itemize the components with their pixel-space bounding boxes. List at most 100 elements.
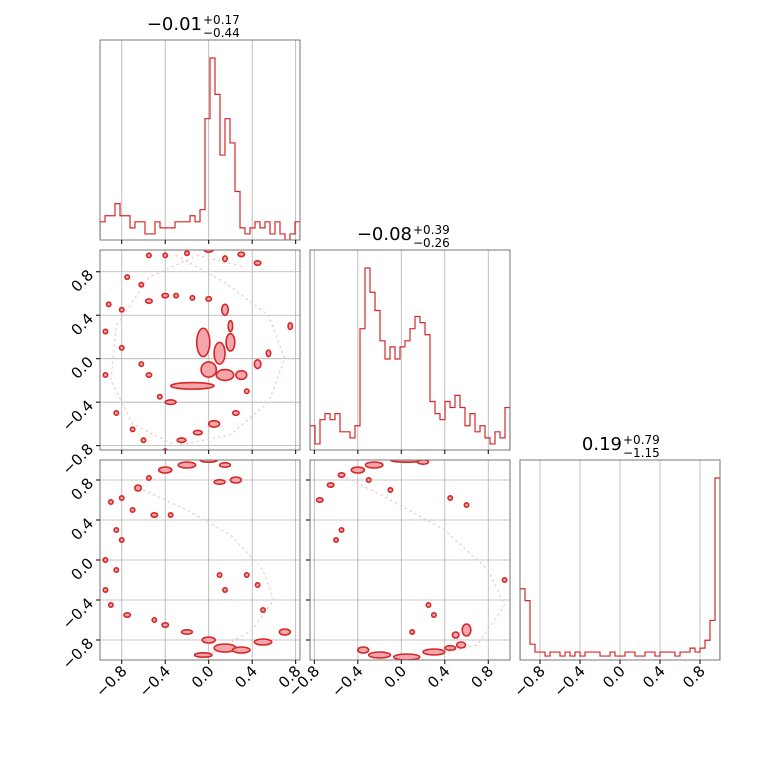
contour-blob [222,586,229,593]
contour-blob [254,581,261,588]
contour-blob [138,281,145,288]
col1-xtick-label: 0.4 [424,662,454,692]
panel-row2_col1-marks [315,460,508,660]
contour-blob [164,399,177,406]
contour-blob [364,461,384,469]
contour-blob [422,648,446,656]
contour-blob [157,466,173,474]
contour-blob [229,476,243,484]
contour-blob [227,319,234,333]
hist-1-step-line [310,267,510,450]
contour-blob [102,371,109,378]
contour-blob [193,651,213,658]
contour-blob [113,566,120,573]
contour-blob [118,344,125,351]
contour-blob [243,388,250,395]
contour-blob [243,571,250,578]
contour-blob [501,576,508,583]
hist-2-title: 0.19 +0.79−1.15 [582,433,660,460]
scatter-trail [142,489,275,656]
col2-xtick-label: −0.8 [510,662,548,700]
contour-blob [430,611,437,618]
contour-blob [144,298,153,305]
contour-blob [123,611,132,618]
title-plus-err: +0.79 [623,433,660,447]
contour-blob [107,498,114,505]
contour-blob [151,616,158,623]
contour-blob [169,381,215,390]
contour-blob [365,476,372,483]
contour-blob [133,484,143,492]
panel-row2_col0-marks [102,460,292,658]
title-minus-err: −1.15 [623,446,660,460]
col1-xtick-label: 0.0 [381,662,411,692]
contour-blob [389,460,424,463]
contour-blob [107,601,114,608]
contour-blob [222,255,229,263]
contour-blob [129,506,136,513]
row2-ytick-label: 0.8 [67,474,97,504]
col0-xtick-label: −0.8 [92,662,130,700]
row2-ytick-label: 0.0 [67,554,97,584]
hist-2-axes [539,460,701,660]
contour-blob [451,631,460,639]
contour-blob [216,571,223,578]
contour-blob [176,437,187,444]
contour-blob [118,536,125,543]
contour-blob [102,586,109,593]
row1-ytick-label: 0.4 [67,310,97,340]
contour-blob [156,393,163,400]
col2-xtick-label: −0.4 [550,662,588,700]
contour-blob [102,556,109,563]
contour-blob [113,410,120,417]
contour-blob [253,358,262,370]
contour-blob [129,426,136,433]
contour-blob [205,295,213,302]
contour-blob [392,653,421,660]
contour-blob [161,292,170,299]
contour-blob [455,641,467,649]
contour-blob [367,651,392,659]
contour-blob [113,526,120,533]
contour-blob [287,322,294,331]
hist-2-step-line [520,477,720,660]
contour-blob [199,460,219,463]
contour-blob [150,511,159,518]
contour-blob [315,496,324,503]
scatter-trail [340,474,506,656]
row1-ytick-label: 0.0 [67,353,97,383]
contour-blob [337,471,346,478]
hist-0-step-line [100,57,300,240]
contour-blob [220,303,230,317]
col0-xtick-label: −0.4 [136,662,174,700]
contour-blob [253,638,273,646]
contour-blob [118,306,125,313]
contour-blob [145,474,152,481]
contour-blob [387,486,394,493]
contour-blob [231,410,240,417]
contour-blob [338,526,345,533]
contour-blob [461,623,472,637]
panel-row1_col0-marks [102,250,294,450]
panel-row2_col1-axes [310,460,510,660]
hist-0-frame [99,39,301,241]
row1-ytick-label: −0.8 [59,440,97,478]
contour-blob [207,419,221,428]
contour-blob [145,371,153,378]
col2-xtick-label: 0.0 [599,662,629,692]
contour-blob [195,327,211,358]
hist-0-title: −0.01 +0.17−0.44 [147,13,240,40]
contour-blob [443,644,457,651]
contour-blob [161,621,170,628]
hist-0-axes [121,40,297,240]
contour-blob [237,251,246,258]
contour-blob [102,328,109,335]
col1-xtick-label: 0.8 [467,662,497,692]
title-plus-err: +0.17 [203,13,240,27]
title-minus-err: −0.26 [413,236,450,250]
contour-blob [105,301,112,308]
contour-blob [231,646,251,654]
contour-blob [201,636,217,644]
contour-blob [140,437,147,444]
